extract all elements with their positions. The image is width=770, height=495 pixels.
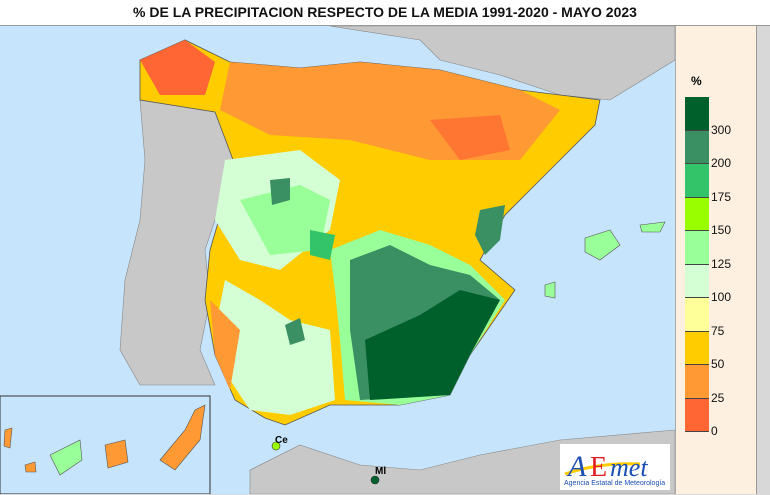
legend-color-bin	[685, 331, 709, 365]
legend-tick-label: 50	[711, 357, 725, 371]
map-title: % DE LA PRECIPITACION RESPECTO DE LA MED…	[0, 0, 770, 26]
legend: % 300 200 175 150 125 100 75 50 25 0	[675, 26, 757, 494]
melilla-marker	[370, 475, 380, 485]
precipitation-map	[0, 26, 675, 494]
legend-color-bin	[685, 164, 709, 198]
legend-color-bin	[685, 97, 709, 131]
svg-text:E: E	[590, 452, 607, 483]
svg-text:met: met	[610, 453, 648, 482]
ceuta-label: Ce	[275, 435, 288, 446]
legend-color-bin	[685, 365, 709, 399]
legend-color-bin	[685, 398, 709, 432]
legend-color-bin	[685, 231, 709, 265]
legend-tick-label: 75	[711, 323, 725, 338]
canary-islands	[3, 404, 206, 476]
legend-color-bin	[685, 130, 709, 164]
balearic-islands	[544, 221, 666, 299]
legend-tick-label: 0	[711, 424, 718, 438]
svg-text:A: A	[566, 450, 587, 483]
aemet-logo: A E met Agencia Estatal de Meteorología	[560, 444, 670, 490]
legend-color-bin	[685, 264, 709, 298]
precipitation-fields	[140, 40, 560, 415]
legend-tick-label: 200	[711, 156, 732, 170]
legend-tick-label: 100	[711, 290, 732, 304]
legend-tick-label: 150	[711, 223, 732, 237]
legend-tick-label: 300	[711, 122, 732, 137]
aemet-logo-graphic: A E met	[564, 450, 648, 483]
legend-color-bin	[685, 298, 709, 332]
aemet-subtitle: Agencia Estatal de Meteorología	[564, 480, 666, 487]
legend-color-bin	[685, 197, 709, 231]
legend-tick-label: 125	[711, 256, 732, 271]
legend-tick-label: 25	[711, 390, 725, 405]
legend-unit: %	[691, 74, 702, 88]
melilla-label: Ml	[375, 466, 387, 477]
ceuta-marker	[271, 441, 281, 451]
legend-tick-label: 175	[711, 189, 732, 204]
